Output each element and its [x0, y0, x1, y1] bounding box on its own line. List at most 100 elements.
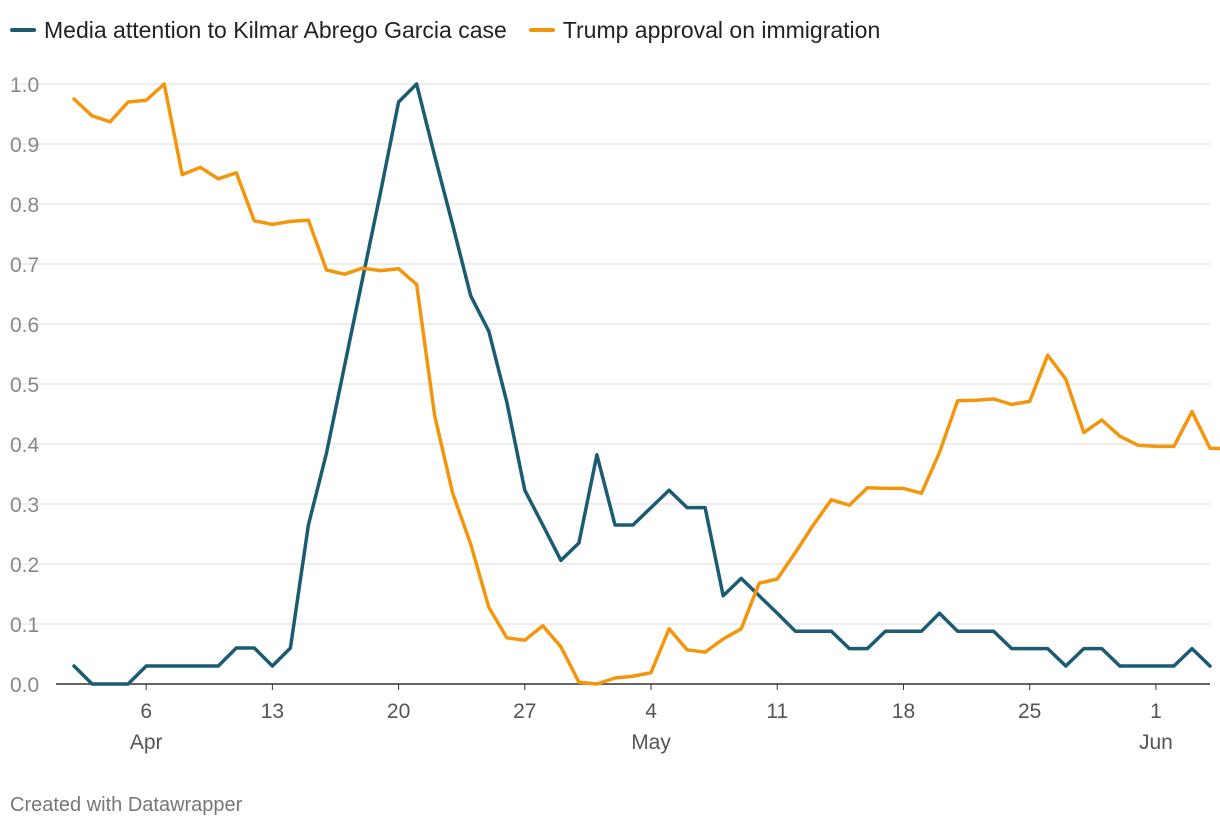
- data-point: [739, 576, 743, 580]
- data-point: [811, 523, 815, 527]
- data-point: [361, 277, 364, 281]
- data-point: [108, 120, 112, 124]
- data-point: [198, 664, 202, 668]
- datawrapper-credit: Created with Datawrapper: [10, 794, 243, 816]
- data-point: [559, 558, 563, 562]
- data-point: [216, 177, 220, 181]
- x-tick-label: 11: [766, 700, 788, 723]
- data-point: [469, 542, 473, 546]
- data-point: [1028, 399, 1032, 403]
- data-point: [270, 664, 274, 668]
- data-point: [613, 676, 617, 680]
- data-point: [126, 682, 130, 686]
- data-point: [162, 82, 166, 86]
- data-point: [451, 223, 455, 227]
- series-1: [72, 82, 1220, 686]
- y-tick-label: 0.6: [10, 314, 39, 337]
- data-point: [144, 664, 148, 668]
- data-point: [902, 486, 905, 490]
- data-point: [180, 173, 184, 177]
- data-point: [397, 267, 401, 271]
- data-point: [667, 488, 671, 492]
- data-point: [252, 219, 256, 223]
- data-point: [793, 629, 797, 633]
- data-point: [757, 581, 761, 585]
- data-point: [721, 594, 725, 598]
- legend-label-trump-approval: Trump approval on immigration: [562, 16, 881, 43]
- data-point: [920, 629, 923, 633]
- data-point: [1082, 431, 1086, 435]
- data-point: [451, 491, 455, 495]
- data-point: [90, 682, 94, 686]
- data-point: [343, 364, 346, 368]
- legend-item-media-attention: Media attention to Kilmar Abrego Garcia …: [10, 17, 507, 44]
- x-month-label: Apr: [130, 731, 163, 754]
- legend-swatch-media-attention: [10, 28, 36, 32]
- y-tick-label: 0.8: [10, 194, 39, 217]
- data-point: [288, 646, 292, 650]
- data-point: [90, 114, 94, 118]
- data-point: [577, 541, 581, 545]
- legend-label-media-attention: Media attention to Kilmar Abrego Garcia …: [44, 16, 507, 43]
- y-tick-label: 0.1: [10, 614, 39, 637]
- data-point: [523, 638, 527, 642]
- x-tick-label: 20: [387, 700, 410, 723]
- data-point: [829, 498, 833, 502]
- data-point: [1154, 444, 1158, 448]
- data-point: [108, 682, 112, 686]
- y-gridlines: [10, 83, 1210, 625]
- data-point: [469, 294, 473, 298]
- y-tick-label: 1.0: [10, 74, 39, 97]
- data-point: [180, 664, 184, 668]
- data-point: [379, 190, 383, 194]
- data-point: [883, 486, 887, 490]
- data-point: [1010, 647, 1014, 651]
- data-point: [288, 219, 292, 223]
- data-point: [1100, 418, 1104, 422]
- data-point: [992, 397, 996, 401]
- data-point: [270, 222, 274, 226]
- data-point: [577, 680, 581, 684]
- data-point: [541, 624, 545, 628]
- data-point: [198, 165, 202, 169]
- data-point: [234, 646, 238, 650]
- data-point: [757, 594, 761, 598]
- data-point: [992, 629, 996, 633]
- data-point: [1154, 664, 1158, 668]
- data-point: [1118, 664, 1122, 668]
- data-point: [775, 577, 779, 581]
- data-point: [505, 636, 509, 640]
- y-tick-label: 0.7: [10, 254, 39, 277]
- data-point: [811, 629, 815, 633]
- data-point: [974, 629, 978, 633]
- data-point: [1136, 664, 1140, 668]
- data-point: [541, 523, 545, 527]
- y-tick-label: 0.9: [10, 134, 39, 157]
- data-point: [956, 399, 960, 403]
- legend-swatch-trump-approval: [528, 28, 555, 32]
- x-tick-label: 13: [261, 700, 284, 723]
- y-tick-label: 0.5: [10, 374, 39, 397]
- data-point: [920, 491, 923, 495]
- data-point: [974, 398, 978, 402]
- data-point: [775, 611, 779, 615]
- data-point: [631, 674, 635, 678]
- data-point: [1190, 647, 1194, 651]
- data-point: [1046, 353, 1050, 357]
- data-point: [234, 171, 238, 175]
- data-point: [487, 329, 491, 333]
- data-point: [415, 82, 419, 86]
- data-point: [667, 627, 671, 631]
- y-tick-label: 0.0: [10, 674, 39, 697]
- x-tick-label: 18: [892, 700, 915, 723]
- chart-legend: Media attention to Kilmar Abrego Garcia …: [10, 14, 902, 46]
- x-tick-label: 1: [1150, 700, 1162, 723]
- data-point: [433, 414, 437, 418]
- data-point: [126, 100, 130, 104]
- data-point: [938, 611, 941, 615]
- data-point: [649, 671, 653, 675]
- data-point: [1172, 444, 1176, 448]
- data-point: [631, 523, 635, 527]
- data-point: [505, 400, 509, 404]
